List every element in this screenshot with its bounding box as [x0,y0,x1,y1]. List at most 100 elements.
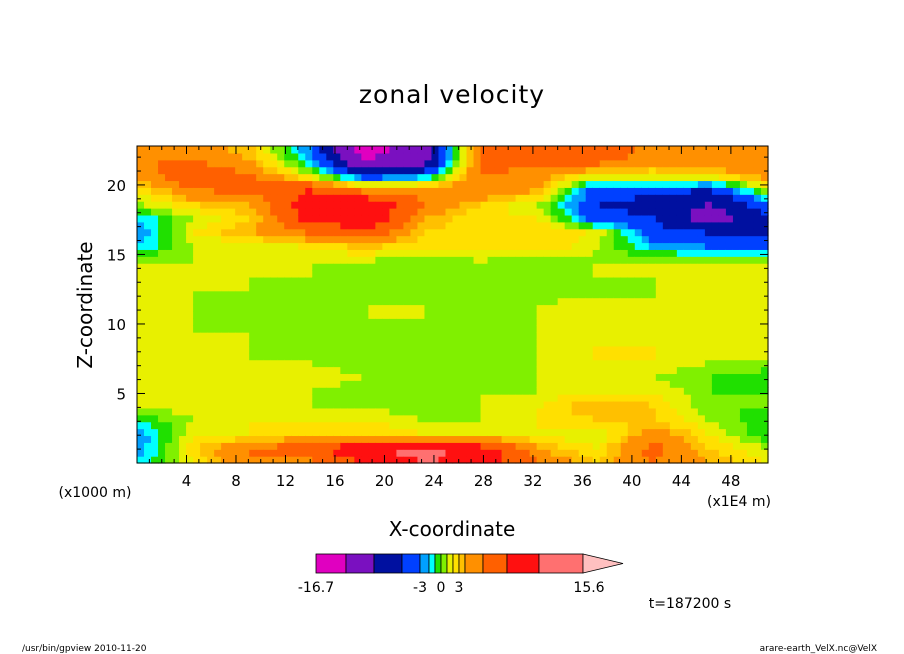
field-cell [207,173,215,182]
field-cell [501,146,510,154]
field-cell [375,152,383,161]
field-cell [333,276,341,285]
field-cell [368,208,376,216]
field-cell [662,325,671,333]
field-cell [522,159,531,168]
field-cell [592,366,601,375]
field-cell [305,449,313,457]
field-cell [354,290,362,299]
field-cell [508,263,517,271]
field-cell [277,159,285,168]
field-cell [158,380,166,388]
field-cell [144,373,152,381]
field-cell [151,263,159,271]
field-cell [333,380,341,388]
field-cell [480,366,489,375]
field-cell [256,152,264,161]
field-cell [662,208,671,216]
field-cell [249,325,257,333]
field-cell [620,242,629,250]
field-cell [277,387,285,395]
field-cell [158,318,166,326]
field-cell [319,180,327,188]
field-cell [151,297,159,306]
field-cell [746,283,755,292]
field-cell [277,214,285,223]
field-cell [592,242,601,250]
field-cell [760,380,769,388]
field-cell [473,387,482,395]
field-cell [326,345,334,354]
field-cell [305,311,313,319]
field-cell [312,325,320,333]
field-cell [200,380,208,388]
field-cell [368,407,376,416]
field-cell [480,407,489,416]
field-cell [648,407,657,416]
field-cell [473,373,482,381]
field-cell [200,208,208,216]
field-cell [634,159,643,168]
field-cell [368,345,376,354]
field-cell [333,394,341,402]
field-cell [431,366,440,375]
field-cell [221,400,229,409]
field-cell [760,311,769,319]
field-cell [179,263,187,271]
field-cell [333,311,341,319]
field-cell [753,208,762,216]
field-cell [179,414,187,423]
field-cell [445,400,454,409]
field-cell [445,428,454,437]
field-cell [676,332,685,340]
field-cell [683,442,692,450]
field-cell [242,194,250,202]
field-cell [340,421,348,430]
field-cell [277,394,285,402]
field-cell [270,235,278,244]
field-cell [739,414,748,423]
field-cell [501,366,510,375]
field-cell [634,394,643,402]
field-cell [277,180,285,188]
field-cell [403,338,412,347]
field-cell [410,249,419,257]
field-cell [333,228,341,237]
field-cell [536,442,545,450]
field-cell [641,283,650,292]
field-cell [536,290,545,299]
field-cell [319,456,327,464]
field-cell [354,332,362,340]
field-cell [725,380,734,388]
field-cell [438,414,447,423]
field-cell [207,159,215,168]
field-cell [550,442,559,450]
field-cell [361,290,369,299]
field-cell [291,173,299,182]
field-cell [732,421,741,430]
field-cell [606,366,615,375]
field-cell [200,290,208,299]
field-cell [452,297,461,306]
field-cell [151,318,159,326]
field-cell [697,208,706,216]
field-cell [620,256,629,264]
field-cell [697,214,706,223]
field-cell [389,159,398,168]
field-cell [697,187,706,195]
field-cell [494,304,503,312]
field-cell [452,270,461,278]
field-cell [368,201,376,209]
field-cell [613,242,622,250]
field-cell [634,325,643,333]
field-cell [291,421,299,430]
field-cell [494,332,503,340]
field-cell [403,428,412,437]
field-cell [592,214,601,223]
field-cell [613,338,622,347]
field-cell [389,256,398,264]
field-cell [417,338,426,347]
field-cell [697,297,706,306]
field-cell [536,373,545,381]
field-cell [641,380,650,388]
